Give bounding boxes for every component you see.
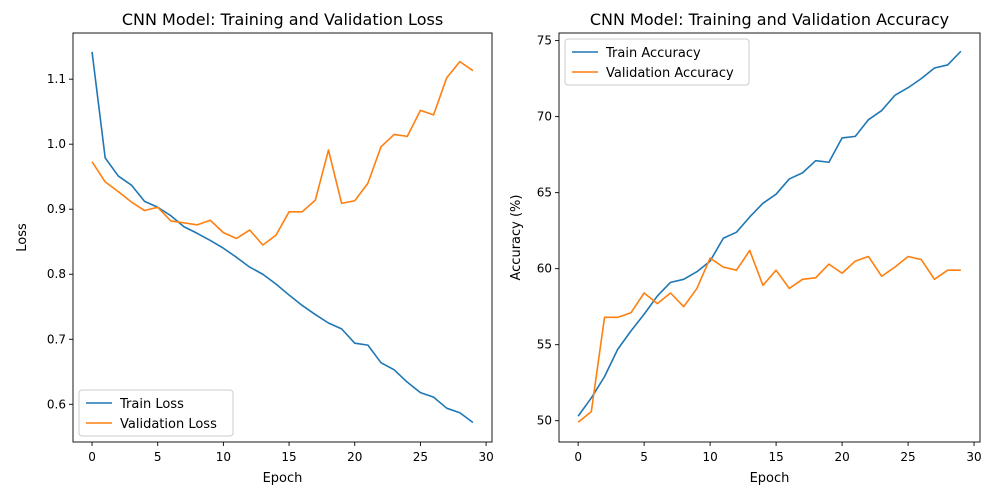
chart-1-y-tick-label: 0.6: [47, 397, 66, 411]
chart-1-series-train-line: [91, 51, 474, 424]
chart-2-y-tick-label: 55: [537, 338, 552, 352]
chart-2-y-axis-label: Accuracy (%): [509, 195, 524, 281]
chart-2-y-tick-label: 65: [537, 186, 552, 200]
chart-1-plot-frame: [72, 32, 493, 443]
chart-2-title: CNN Model: Training and Validation Accur…: [590, 10, 949, 29]
chart-1-y-tick-label: 0.9: [47, 202, 66, 216]
chart-2-y-tick-label: 75: [537, 34, 552, 48]
chart-1-legend-label: Train Loss: [119, 397, 184, 412]
chart-1-x-tick-label: 20: [347, 450, 362, 464]
chart-2: CNN Model: Training and Validation Accur…: [509, 10, 982, 486]
chart-2-x-tick-label: 25: [900, 450, 915, 464]
chart-2-y-tick-label: 50: [537, 414, 552, 428]
chart-1-y-tick-label: 0.8: [47, 267, 66, 281]
chart-1-x-tick-label: 5: [154, 450, 162, 464]
chart-1-y-tick-label: 1.0: [47, 137, 66, 151]
chart-2-x-tick-label: 20: [834, 450, 849, 464]
chart-2-x-tick-label: 10: [702, 450, 717, 464]
chart-2-legend: Train Accuracy Validation Accuracy: [564, 38, 750, 86]
chart-1-x-tick-label: 30: [478, 450, 493, 464]
chart-2-x-tick-label: 30: [966, 450, 981, 464]
chart-2-x-tick-label: 5: [640, 450, 648, 464]
chart-1-legend-label: Validation Loss: [120, 417, 217, 432]
chart-1-series-validation-line: [91, 60, 474, 246]
chart-2-x-axis-label: Epoch: [750, 471, 790, 486]
chart-2-y-tick-label: 60: [537, 262, 552, 276]
chart-2-y-tick-label: 70: [537, 110, 552, 124]
chart-1-x-tick-label: 10: [216, 450, 231, 464]
chart-1-legend: Train Loss Validation Loss: [78, 389, 234, 437]
chart-2-legend-label: Validation Accuracy: [606, 66, 734, 81]
chart-2-x-tick-label: 15: [768, 450, 783, 464]
chart-2-series-train-line: [577, 50, 962, 417]
chart-1: CNN Model: Training and Validation Loss 0…: [15, 10, 494, 486]
chart-1-y-axis-label: Loss: [15, 223, 30, 252]
chart-2-plot-frame: [558, 32, 981, 443]
chart-1-x-tick-label: 15: [281, 450, 296, 464]
chart-2-series-validation-line: [577, 249, 961, 423]
chart-2-legend-box: [564, 38, 750, 86]
chart-2-legend-label: Train Accuracy: [605, 46, 701, 61]
chart-1-title: CNN Model: Training and Validation Loss: [122, 10, 443, 29]
chart-1-x-tick-label: 0: [88, 450, 96, 464]
chart-1-x-tick-label: 25: [413, 450, 428, 464]
chart-2-x-tick-label: 0: [574, 450, 582, 464]
chart-1-y-tick-label: 1.1: [47, 72, 66, 86]
chart-1-legend-box: [78, 389, 234, 437]
chart-1-y-tick-label: 0.7: [47, 332, 66, 346]
chart-1-x-axis-label: Epoch: [263, 471, 303, 486]
